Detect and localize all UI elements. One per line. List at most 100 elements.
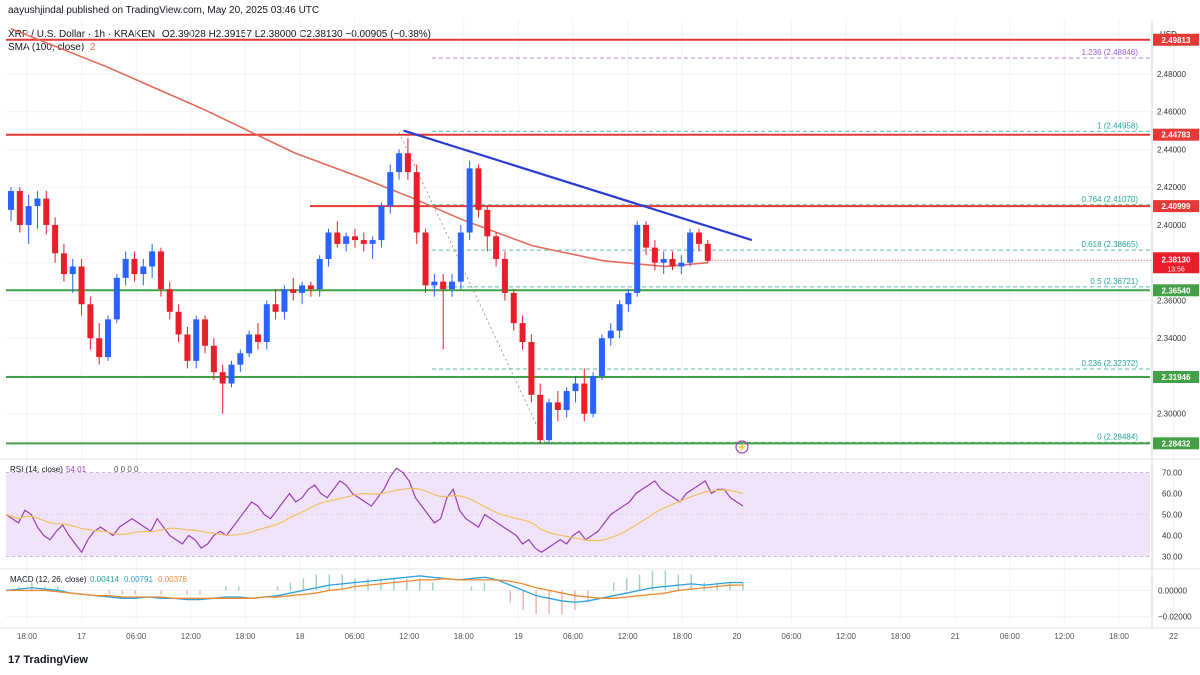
x-tick-label: 06:00	[781, 632, 802, 641]
x-tick-label: 20	[732, 632, 741, 641]
price-level-badge-label: 2.31946	[1162, 373, 1191, 382]
candle-body	[396, 153, 403, 173]
ohlc-values: O2.39028 H2.39157 L2.38000 C2.38130 −0.0…	[161, 29, 431, 40]
candle-body	[484, 209, 491, 237]
candle-body	[228, 364, 235, 384]
fib-level-label: 1.236 (2.48846)	[1082, 48, 1139, 57]
flash-icon-glyph: ⚡	[737, 442, 747, 452]
candle-body	[607, 330, 614, 339]
candle-body	[149, 251, 156, 267]
candle-body	[360, 240, 367, 244]
candle-body	[510, 292, 517, 324]
candle-body	[184, 334, 191, 361]
candle-body	[316, 258, 323, 290]
candle-body	[651, 247, 658, 263]
price-level-badge-label: 2.49813	[1162, 36, 1191, 45]
fib-level-label: 1 (2.44958)	[1097, 121, 1138, 130]
macd-tick-label: −0.02000	[1158, 613, 1192, 622]
candle-body	[157, 251, 164, 290]
candle-body	[272, 304, 279, 312]
candle-body	[431, 281, 438, 286]
sma-label: SMA (100, close)	[8, 42, 85, 53]
candle-body	[466, 168, 473, 233]
candle-body	[96, 338, 103, 358]
macd-title: MACD (12, 26, close)	[10, 575, 87, 584]
rsi-tick-label: 60.00	[1162, 490, 1183, 499]
x-tick-label: 18:00	[17, 632, 38, 641]
candle-body	[25, 206, 32, 225]
candle-body	[43, 198, 50, 225]
candle-body	[52, 224, 59, 254]
tradingview-logo: 17 TradingView	[8, 654, 88, 666]
x-tick-label: 17	[77, 632, 86, 641]
macd-value: 0.00791	[124, 575, 153, 584]
price-level-badge	[1153, 437, 1199, 450]
x-tick-label: 12:00	[1054, 632, 1075, 641]
candle-body	[113, 277, 120, 320]
flash-icon	[735, 440, 749, 454]
candle-body	[643, 224, 650, 248]
price-tick-label: 2.48000	[1157, 70, 1186, 79]
candle-body	[263, 304, 270, 342]
candle-body	[140, 266, 147, 275]
candle-body	[16, 191, 23, 225]
fib-level-label: 0.236 (2.32372)	[1082, 359, 1139, 368]
candle-body	[537, 394, 544, 441]
price-level-badge-label: 2.40999	[1162, 202, 1191, 211]
fib-level-label: 0.5 (2.36721)	[1090, 277, 1138, 286]
candle-body	[334, 232, 341, 244]
x-tick-label: 21	[951, 632, 960, 641]
price-level-badge	[1153, 370, 1199, 383]
sma-value: 2	[89, 42, 96, 53]
candle-body	[343, 236, 350, 244]
candle-body	[457, 232, 464, 282]
price-level-badge	[1153, 128, 1199, 141]
candle-body	[563, 391, 570, 410]
candle-body	[290, 289, 297, 293]
x-tick-label: 06:00	[1000, 632, 1021, 641]
signal-value: 0.00378	[158, 575, 187, 584]
price-tick-label: 2.40000	[1157, 221, 1186, 230]
candle-body	[695, 232, 702, 244]
x-tick-label: 06:00	[345, 632, 366, 641]
candle-body	[687, 232, 694, 263]
macd-line	[5, 575, 743, 603]
fib-level-label: 0 (2.28484)	[1097, 432, 1138, 441]
price-tick-label: 2.30000	[1157, 410, 1186, 419]
candle-body	[413, 172, 420, 233]
price-tick-label: 2.34000	[1157, 334, 1186, 343]
publisher-line: aayushjindal published on TradingView.co…	[8, 5, 320, 16]
rsi-title: RSI (14, close)	[10, 465, 63, 474]
candle-body	[351, 236, 358, 241]
fib-connector	[398, 132, 545, 443]
fib-level-label: 0.764 (2.41070)	[1082, 195, 1139, 204]
candle-body	[598, 338, 605, 376]
x-tick-label: 06:00	[126, 632, 147, 641]
candle-body	[449, 281, 455, 290]
candle-body	[175, 311, 182, 335]
candle-body	[325, 232, 332, 259]
price-level-badge	[1153, 284, 1199, 297]
candle-body	[519, 323, 526, 342]
candle-body	[528, 341, 535, 395]
rsi-value: 54.01	[66, 465, 87, 474]
price-level-badge	[1153, 200, 1199, 213]
candle-body	[581, 383, 588, 414]
x-tick-label: 18:00	[454, 632, 475, 641]
fib-level-label: 0.618 (2.38665)	[1082, 240, 1139, 249]
tv-icon: 17	[8, 654, 21, 666]
x-tick-label: 12:00	[181, 632, 202, 641]
sma-line[interactable]: SMA (100, close) 2	[8, 42, 96, 53]
rsi-ma-line	[5, 487, 744, 542]
candle-body	[634, 224, 641, 293]
candle-body	[378, 206, 385, 241]
price-tick-label: 2.46000	[1157, 108, 1186, 117]
candle-body	[669, 258, 676, 267]
candle-body	[404, 153, 411, 173]
candle-body	[387, 172, 394, 207]
candle-body	[440, 281, 447, 290]
candle-body	[299, 285, 306, 293]
x-tick-label: 18:00	[891, 632, 912, 641]
sma-100-line	[10, 27, 708, 268]
